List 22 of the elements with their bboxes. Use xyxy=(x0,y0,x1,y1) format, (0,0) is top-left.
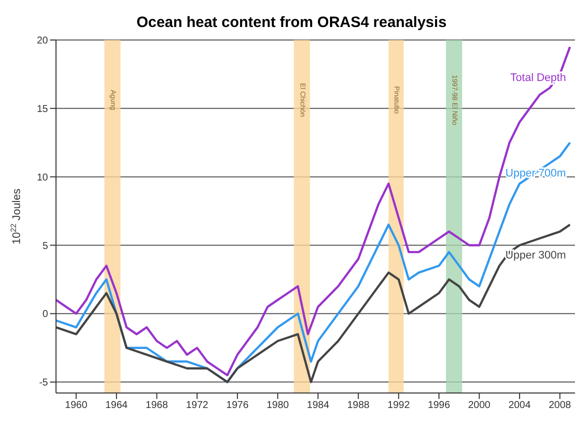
y-tick-label: 0 xyxy=(42,309,48,320)
line-series xyxy=(56,224,572,384)
x-tick-label: 1968 xyxy=(146,400,168,412)
x-tick-label: 1972 xyxy=(186,400,209,412)
x-tick-label: 1960 xyxy=(65,400,88,412)
x-tick-label: 1996 xyxy=(428,400,451,412)
y-tick-label: 15 xyxy=(36,104,48,115)
x-tick-label: 2008 xyxy=(548,400,572,412)
y-tick-label: 20 xyxy=(36,36,48,47)
line-series xyxy=(56,46,572,376)
x-tick-label: 2000 xyxy=(468,400,491,412)
x-tick-label: 1984 xyxy=(306,400,330,412)
x-tick-label: 1964 xyxy=(105,400,128,412)
y-tick-label: 10 xyxy=(36,172,48,184)
x-tick-label: 1992 xyxy=(388,400,410,412)
x-tick-label: 1980 xyxy=(266,400,290,412)
x-tick-label: 2004 xyxy=(508,400,532,412)
y-tick-label: -5 xyxy=(39,378,48,389)
x-tick-label: 1988 xyxy=(347,400,370,412)
chart-title: Ocean heat content from ORAS4 reanalysis xyxy=(135,14,448,33)
x-tick-label: 1976 xyxy=(226,400,249,412)
y-tick-label: 5 xyxy=(42,240,48,252)
